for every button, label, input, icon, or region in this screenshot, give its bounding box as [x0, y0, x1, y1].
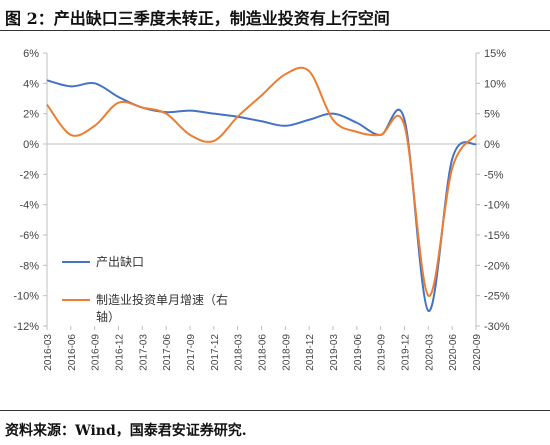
x-tick-label: 2016-09	[91, 334, 102, 371]
right-tick-label: -15%	[484, 230, 510, 242]
x-tick-label: 2016-06	[67, 334, 78, 371]
legend-label-mfg-investment-line1: 制造业投资单月增速（右	[96, 292, 228, 307]
axis-layer	[43, 52, 480, 330]
right-tick-label: 5%	[484, 109, 500, 121]
right-tick-label: -30%	[484, 321, 510, 333]
x-tick-label: 2020-09	[472, 334, 483, 371]
x-tick-label: 2017-09	[186, 334, 197, 371]
x-tick-label: 2017-06	[162, 334, 173, 371]
series-line-output-gap	[46, 79, 477, 312]
source-bar: 资料来源：Wind，国泰君安证券研究.	[0, 410, 550, 445]
x-tick-label: 2016-03	[43, 334, 54, 371]
x-tick-label: 2020-06	[448, 334, 459, 371]
left-tick-label: -6%	[19, 230, 39, 242]
left-tick-label: -8%	[19, 260, 39, 272]
left-tick-label: -4%	[19, 200, 39, 212]
x-tick-label: 2020-03	[424, 334, 435, 371]
x-tick-label: 2019-06	[353, 334, 364, 371]
right-tick-label: -25%	[484, 291, 510, 303]
right-tick-label: -10%	[484, 200, 510, 212]
x-tick-label: 2018-06	[258, 334, 269, 371]
series-line-mfg-investment	[46, 66, 477, 297]
right-tick-label: 15%	[484, 48, 506, 60]
right-tick-label: 10%	[484, 78, 506, 90]
left-tick-label: 4%	[23, 78, 39, 90]
x-tick-label: 2019-12	[401, 334, 412, 371]
left-tick-label: -10%	[13, 291, 39, 303]
x-tick-label: 2018-12	[305, 334, 316, 371]
legend-label-output-gap: 产出缺口	[96, 254, 144, 269]
title-bar: 图 2：产出缺口三季度未转正，制造业投资有上行空间	[0, 0, 550, 31]
chart-title: 图 2：产出缺口三季度未转正，制造业投资有上行空间	[5, 9, 390, 28]
left-tick-label: 2%	[23, 109, 39, 121]
left-tick-label: 0%	[23, 139, 39, 151]
x-tick-label: 2018-03	[234, 334, 245, 371]
left-tick-label: -2%	[19, 169, 39, 181]
x-tick-label: 2016-12	[115, 334, 126, 371]
tick-layer: 6% 4% 2% 0% -2% -4% -6% -8% -10% -12% 15% 10% 5% 0% -5…	[13, 48, 510, 371]
x-tick-label: 2017-03	[138, 334, 149, 371]
left-tick-label: 6%	[23, 48, 39, 60]
right-tick-label: -20%	[484, 260, 510, 272]
x-tick-label: 2017-12	[210, 334, 221, 371]
legend: 产出缺口 制造业投资单月增速（右 轴）	[62, 254, 228, 324]
x-tick-label: 2019-09	[377, 334, 388, 371]
source-note: 资料来源：Wind，国泰君安证券研究.	[5, 423, 247, 439]
x-tick-label: 2018-09	[281, 334, 292, 371]
x-tick-label: 2019-03	[329, 334, 340, 371]
chart-area: 6% 4% 2% 0% -2% -4% -6% -8% -10% -12% 15% 10% 5% 0% -5…	[13, 48, 510, 371]
left-tick-label: -12%	[13, 321, 39, 333]
right-tick-label: -5%	[484, 169, 504, 181]
right-tick-label: 0%	[484, 139, 500, 151]
series-layer	[46, 66, 477, 312]
legend-label-mfg-investment-line2: 轴）	[96, 309, 120, 324]
